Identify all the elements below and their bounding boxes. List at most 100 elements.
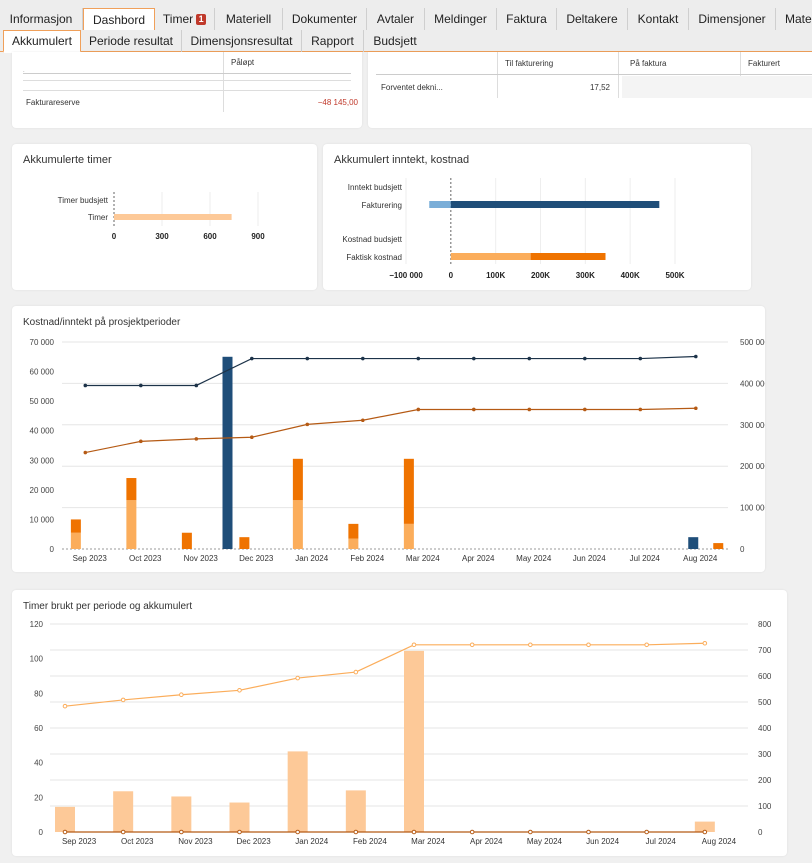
- empty-cells: [622, 76, 812, 98]
- kostnad-bar-dark: [403, 458, 414, 524]
- y-tick-right: 200 000: [740, 462, 765, 471]
- tab-kontakt[interactable]: Kontakt: [628, 8, 689, 30]
- accumulated-point: [353, 669, 359, 675]
- inntekt-point: [361, 356, 365, 361]
- timer-bar: [55, 806, 75, 832]
- tab-avtaler[interactable]: Avtaler: [367, 8, 425, 30]
- x-tick-label: Jun 2024: [586, 837, 619, 846]
- timer-bar: [694, 821, 715, 832]
- kostnad-point: [416, 407, 421, 412]
- zero-point: [644, 829, 649, 835]
- subtab-dimensjonsresultat[interactable]: Dimensjonsresultat: [182, 30, 302, 52]
- subtab-akkumulert[interactable]: Akkumulert: [3, 30, 81, 53]
- tab-label: Meldinger: [434, 12, 487, 26]
- kostnad-bar-dark: [348, 523, 359, 539]
- tick-label: 0: [112, 232, 117, 241]
- x-tick-label: Aug 2024: [683, 554, 718, 563]
- kostnad-bar-light: [70, 532, 81, 549]
- fakturering-bar: [450, 201, 660, 208]
- x-tick-label: Jan 2024: [295, 837, 328, 846]
- tick-label: 200K: [531, 271, 550, 280]
- timer-bar: [171, 796, 192, 832]
- kostnad-bar-dark: [70, 519, 81, 533]
- accumulated-point: [62, 703, 68, 709]
- inntekt-point: [194, 383, 199, 388]
- subtab-budsjett[interactable]: Budsjett: [364, 30, 426, 52]
- tab-label: Dimensjoner: [698, 12, 766, 26]
- inntekt-point: [694, 354, 698, 359]
- kostnad-bar-part1: [450, 253, 531, 260]
- zero-point: [469, 829, 475, 835]
- sub-tab-bar: Akkumulert Periode resultat Dimensjonsre…: [0, 30, 812, 53]
- subtab-periode-resultat[interactable]: Periode resultat: [81, 30, 182, 52]
- kostnad-bar-light: [348, 538, 359, 549]
- fakturareserve-card: Påløpt . Fakturareserve −48 145,00: [12, 52, 362, 128]
- y-tick-right: 500: [758, 698, 772, 707]
- x-tick-label: Mar 2024: [411, 837, 445, 846]
- inntekt-point: [83, 383, 88, 388]
- y-tick-right: 300 000: [740, 421, 765, 430]
- category-label: Fakturering: [362, 201, 402, 210]
- fakturering-card: Til fakturering På faktura Fakturert For…: [368, 52, 812, 128]
- kostnad-bar-dark: [126, 478, 137, 501]
- card-title: Kostnad/inntekt på prosjektperioder: [23, 317, 181, 328]
- inntekt-point: [472, 356, 476, 361]
- y-tick-right: 300: [758, 750, 772, 759]
- x-tick-label: Jul 2024: [646, 837, 677, 846]
- y-tick-left: 80: [34, 689, 43, 698]
- tab-label: Materiell: [225, 12, 272, 26]
- fakturareserve-label: Fakturareserve: [26, 98, 80, 107]
- timer-bar: [229, 802, 250, 832]
- tick-label: 300: [155, 232, 169, 241]
- kostnad-inntekt-card: Kostnad/inntekt på prosjektperioder 0 10 …: [12, 306, 765, 572]
- timer-brukt-chart: 0 20 40 60 80 100 120 0 100 200 300 400 500 600 700 800…: [30, 620, 772, 846]
- y-tick-left: 60: [34, 724, 43, 733]
- tab-mate[interactable]: Mate: [776, 8, 812, 30]
- y-tick-right: 100: [758, 802, 772, 811]
- x-tick-label: Feb 2024: [353, 837, 387, 846]
- kostnad-bar-light: [126, 500, 137, 549]
- x-tick-label: Nov 2023: [184, 554, 219, 563]
- kostnad-bar-part2: [530, 253, 606, 260]
- accumulated-point: [295, 675, 300, 681]
- kostnad-point: [83, 450, 88, 455]
- x-tick-label: Sep 2023: [73, 554, 108, 563]
- category-label: Kostnad budsjett: [342, 235, 402, 244]
- kostnad-point: [472, 407, 476, 412]
- tick-label: 400K: [621, 271, 640, 280]
- fakturareserve-value: −48 145,00: [317, 98, 358, 107]
- kostnad-point: [250, 435, 254, 440]
- tab-faktura[interactable]: Faktura: [497, 8, 557, 30]
- forventet-dekning-label: Forventet dekni...: [381, 83, 443, 92]
- tab-meldinger[interactable]: Meldinger: [425, 8, 497, 30]
- tab-deltakere[interactable]: Deltakere: [557, 8, 628, 30]
- y-tick-left: 70 000: [30, 338, 55, 347]
- y-tick-left: 40: [34, 759, 43, 768]
- x-tick-label: Dec 2023: [236, 837, 271, 846]
- subtab-rapport[interactable]: Rapport: [302, 30, 364, 52]
- tab-dokumenter[interactable]: Dokumenter: [283, 8, 367, 30]
- accumulated-point: [411, 642, 417, 648]
- timer-bar: [113, 791, 134, 832]
- tab-label: Timer: [162, 12, 194, 26]
- tick-label: 100K: [486, 271, 505, 280]
- y-tick-left: 60 000: [30, 368, 55, 377]
- tab-label: Deltakere: [566, 12, 618, 26]
- tab-materiell[interactable]: Materiell: [215, 8, 283, 30]
- kostnad-bar-dark: [181, 532, 192, 549]
- tab-timer[interactable]: Timer 1: [155, 8, 215, 30]
- x-tick-label: Jul 2024: [630, 554, 661, 563]
- x-tick-label: Aug 2024: [702, 837, 737, 846]
- tab-informasjon[interactable]: Informasjon: [0, 8, 83, 30]
- timer-bar: [287, 751, 308, 832]
- tab-label: Budsjett: [373, 34, 417, 48]
- tab-dimensjoner[interactable]: Dimensjoner: [689, 8, 776, 30]
- tab-dashbord[interactable]: Dashbord: [83, 8, 155, 32]
- inntekt-bar: [222, 356, 233, 549]
- tick-label: −100 000: [389, 271, 423, 280]
- kostnad-bar-dark: [713, 543, 724, 549]
- kostnad-point: [527, 407, 532, 412]
- tick-label: 600: [203, 232, 217, 241]
- akkumulerte-timer-card: Akkumulerte timer 0 300 600 900 Timer budsje…: [12, 144, 317, 290]
- y-tick-right: 800: [758, 620, 772, 629]
